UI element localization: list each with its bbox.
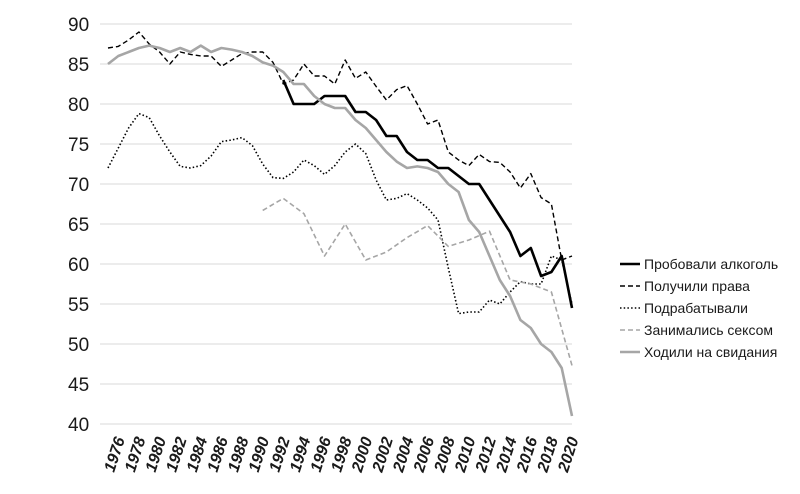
legend-label-1: Пробовали алкоголь bbox=[644, 256, 778, 272]
series-lines bbox=[107, 31, 574, 417]
y-tick-label: 85 bbox=[68, 55, 89, 76]
series-line-1 bbox=[282, 79, 574, 309]
legend: Пробовали алкоголь Получили права Подрабат… bbox=[620, 256, 778, 360]
series-line-4 bbox=[262, 197, 573, 366]
y-tick-label: 60 bbox=[68, 255, 89, 276]
legend-label-3: Подрабатывали bbox=[644, 300, 748, 316]
x-axis-ticks: 1976197819801982198419861988199019921994… bbox=[102, 435, 583, 475]
y-axis-ticks: 40 45 50 55 60 65 70 75 80 85 90 bbox=[68, 15, 89, 436]
y-tick-label: 65 bbox=[68, 215, 89, 236]
series-line-3 bbox=[107, 112, 573, 315]
y-tick-label: 50 bbox=[68, 335, 89, 356]
y-tick-label: 80 bbox=[68, 95, 89, 116]
y-tick-label: 45 bbox=[68, 375, 89, 396]
legend-label-5: Ходили на свидания bbox=[644, 344, 777, 360]
y-tick-label: 70 bbox=[68, 175, 89, 196]
series-line-5 bbox=[107, 44, 574, 417]
y-tick-label: 90 bbox=[68, 15, 89, 36]
y-tick-label: 40 bbox=[68, 415, 89, 436]
legend-label-2: Получили права bbox=[644, 278, 750, 294]
y-tick-label: 55 bbox=[68, 295, 89, 316]
series-line-2 bbox=[107, 31, 573, 261]
y-tick-label: 75 bbox=[68, 135, 89, 156]
grid bbox=[100, 23, 572, 425]
legend-label-4: Занимались сексом bbox=[644, 322, 773, 338]
